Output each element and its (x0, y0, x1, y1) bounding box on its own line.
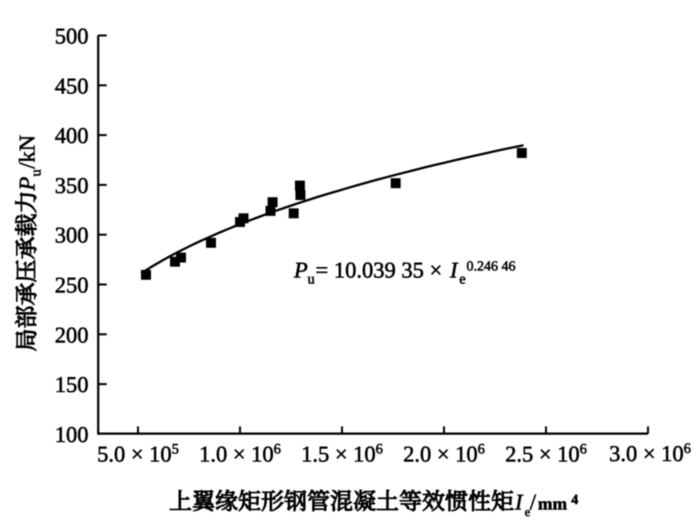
svg-text:150: 150 (55, 372, 89, 397)
svg-text:e: e (525, 505, 531, 519)
svg-text:250: 250 (55, 272, 89, 297)
svg-text:200: 200 (55, 322, 89, 347)
svg-text:300: 300 (55, 223, 89, 248)
svg-text:0.246 46: 0.246 46 (467, 260, 516, 275)
svg-text:5.0 × 105: 5.0 × 105 (97, 441, 179, 466)
svg-text:2.0 × 106: 2.0 × 106 (403, 441, 485, 466)
svg-text:= 10.039 35 ×: = 10.039 35 × (316, 257, 443, 282)
svg-text:100: 100 (55, 422, 89, 447)
svg-text:u: u (29, 169, 45, 176)
svg-text:350: 350 (55, 173, 89, 198)
svg-text:1.0 × 106: 1.0 × 106 (199, 441, 281, 466)
svg-text:u: u (308, 271, 315, 287)
svg-text:I: I (449, 257, 459, 282)
svg-text:3.0 × 106: 3.0 × 106 (609, 441, 691, 466)
svg-text:P: P (293, 257, 308, 282)
svg-text:1.5 × 106: 1.5 × 106 (301, 441, 383, 466)
svg-text:mm: mm (538, 493, 568, 513)
svg-text:500: 500 (55, 23, 89, 48)
svg-text:2.5 × 106: 2.5 × 106 (505, 441, 587, 466)
svg-text:I: I (514, 489, 524, 514)
svg-text:e: e (459, 271, 465, 287)
svg-text:400: 400 (55, 123, 89, 148)
svg-text:4: 4 (571, 493, 578, 508)
svg-text:P: P (15, 177, 40, 192)
svg-text:450: 450 (55, 73, 89, 98)
svg-text:/kN: /kN (15, 135, 40, 169)
svg-text:/: / (530, 489, 537, 514)
